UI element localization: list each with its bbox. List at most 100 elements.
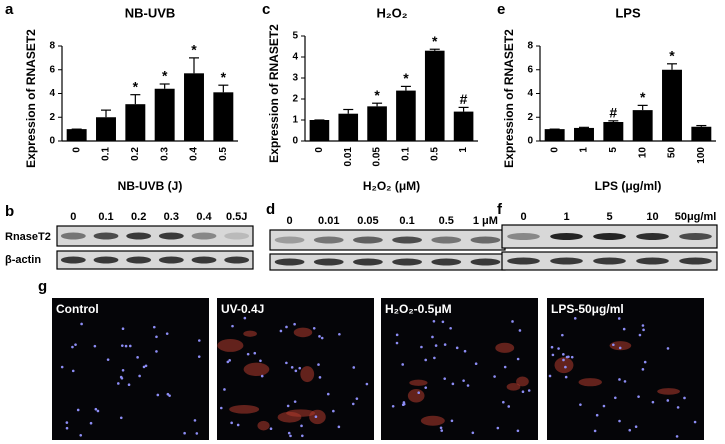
nucleus — [557, 347, 560, 350]
blot-band — [126, 256, 152, 264]
blot-band — [191, 256, 217, 264]
nucleus — [441, 320, 445, 324]
significance-mark: * — [221, 69, 227, 85]
x-tick-label: 0 — [71, 147, 82, 153]
nucleus — [285, 325, 288, 329]
blot-band — [353, 236, 383, 244]
lane-label: 0.1 — [98, 211, 113, 223]
lane-label: 1 μM — [473, 215, 498, 227]
lane-label: 0.3 — [164, 211, 179, 223]
nucleus — [60, 365, 64, 369]
x-tick-label: 0.5 — [429, 147, 440, 161]
y-tick-label: 4 — [292, 52, 298, 63]
nucleus — [231, 324, 234, 328]
nucleus — [550, 345, 554, 349]
nucleus — [516, 429, 520, 433]
nucleus — [431, 335, 434, 339]
image-label: H₂O₂-0.5μM — [385, 302, 452, 316]
lane-label: 0 — [520, 211, 526, 223]
nucleus — [121, 368, 125, 372]
nucleus — [286, 404, 290, 408]
panel-letter: g — [38, 278, 47, 295]
nucleus — [593, 429, 597, 433]
chart-title: H₂O₂ — [376, 5, 407, 20]
nucleus — [120, 344, 124, 347]
blot-band — [431, 236, 462, 244]
nucleus — [450, 419, 454, 423]
blot-band — [392, 258, 422, 266]
cell-stain — [609, 341, 632, 351]
x-tick-label: 0.1 — [401, 147, 412, 161]
significance-mark: * — [640, 89, 646, 105]
nucleus — [289, 434, 292, 438]
lane-label: 0.5 — [439, 215, 454, 227]
nucleus — [622, 327, 626, 331]
x-tick-label: 0.5 — [218, 147, 229, 161]
chart-title: NB-UVB — [125, 5, 176, 20]
nucleus — [198, 339, 201, 342]
nucleus — [496, 426, 500, 430]
nucleus — [564, 375, 568, 379]
x-tick-label: 0.05 — [372, 147, 383, 167]
cell-stain — [217, 338, 244, 352]
cell-stain — [243, 330, 257, 337]
significance-mark: # — [609, 105, 617, 121]
y-axis-label: Expression of RNASET2 — [267, 24, 281, 163]
x-tick-label: 1 — [579, 147, 590, 153]
nucleus — [493, 375, 496, 378]
nucleus — [561, 333, 564, 337]
blot-band — [191, 232, 217, 240]
y-tick-label: 0 — [527, 136, 533, 147]
cell-stain — [495, 342, 515, 353]
bar — [691, 126, 712, 141]
y-tick-label: 6 — [49, 64, 55, 75]
nucleus — [219, 406, 223, 410]
nucleus — [420, 345, 423, 349]
cell-stain — [257, 420, 270, 431]
nucleus — [293, 322, 296, 326]
nucleus — [466, 384, 470, 387]
nucleus — [548, 374, 552, 378]
row-label: RnaseT2 — [5, 231, 51, 243]
nucleus — [562, 358, 565, 362]
blot-band — [431, 258, 462, 266]
nucleus — [401, 363, 405, 366]
nucleus — [165, 332, 169, 335]
x-axis-label: NB-UVB (J) — [118, 179, 183, 193]
cell-stain — [409, 379, 428, 386]
blot-band — [60, 232, 86, 240]
cell-stain — [300, 366, 315, 383]
blot-band — [507, 233, 540, 240]
nucleus — [628, 428, 632, 432]
bar — [154, 88, 175, 141]
nucleus — [320, 336, 324, 340]
lane-label: 0 — [287, 215, 293, 227]
blot-band — [60, 256, 86, 264]
nucleus — [551, 353, 555, 357]
chart-title: LPS — [615, 5, 641, 20]
nucleus — [152, 325, 156, 329]
cell-stain — [657, 388, 680, 395]
cell-stain — [286, 409, 316, 417]
nucleus — [228, 359, 231, 362]
nucleus — [683, 396, 686, 400]
blot-band — [93, 232, 119, 240]
nucleus — [142, 365, 146, 369]
cell-stain — [554, 357, 574, 374]
nucleus — [259, 359, 262, 363]
nucleus — [290, 366, 294, 369]
bar — [309, 120, 330, 141]
y-tick-label: 3 — [292, 73, 298, 84]
nucleus — [433, 356, 436, 360]
nucleus — [294, 369, 298, 373]
blot-band — [593, 233, 626, 240]
nucleus — [521, 390, 525, 393]
x-tick-label: 0.01 — [343, 147, 354, 167]
nucleus — [355, 397, 359, 400]
nucleus — [298, 366, 302, 370]
nucleus — [573, 317, 577, 320]
nucleus — [106, 358, 110, 361]
bar — [396, 90, 416, 141]
nucleus — [223, 388, 226, 391]
nucleus — [337, 425, 341, 429]
